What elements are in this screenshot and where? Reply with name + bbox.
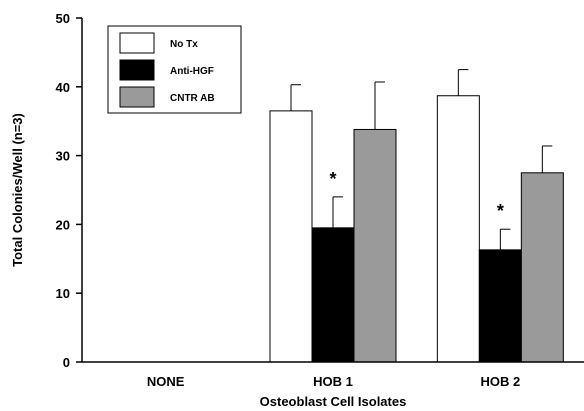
significance-marker: * — [329, 169, 336, 189]
bar — [436, 95, 480, 363]
error-bars — [290, 69, 553, 250]
y-tick-label: 50 — [56, 11, 70, 26]
x-axis-title: Osteoblast Cell Isolates — [260, 394, 407, 409]
legend-swatch — [119, 32, 155, 54]
y-tick-label: 10 — [56, 286, 70, 301]
y-tick-label: 40 — [56, 80, 70, 95]
bar — [520, 172, 564, 363]
legend: No Tx Anti-HGF CNTR AB — [107, 25, 242, 114]
legend-label: No Tx — [170, 39, 198, 50]
x-category-label: HOB 2 — [480, 374, 520, 389]
legend-label: CNTR AB — [170, 93, 215, 104]
bar — [478, 249, 522, 363]
legend-label: Anti-HGF — [170, 66, 214, 77]
y-axis-ticks: 0 10 20 30 40 50 — [56, 11, 82, 370]
y-tick-label: 20 — [56, 217, 70, 232]
bars — [269, 95, 564, 363]
bar — [311, 227, 355, 363]
significance-markers: ** — [329, 169, 503, 221]
significance-marker: * — [497, 201, 504, 221]
legend-swatch — [119, 59, 155, 81]
y-tick-label: 30 — [56, 149, 70, 164]
bar — [269, 110, 313, 363]
x-category-label: HOB 1 — [313, 374, 353, 389]
x-category-label: NONE — [147, 374, 185, 389]
legend-swatch — [119, 86, 155, 108]
x-axis-categories: NONE HOB 1 HOB 2 — [147, 374, 520, 389]
bar — [353, 128, 397, 363]
y-tick-label: 0 — [63, 355, 70, 370]
y-axis-title: Total Colonies/Well (n=3) — [10, 113, 25, 267]
